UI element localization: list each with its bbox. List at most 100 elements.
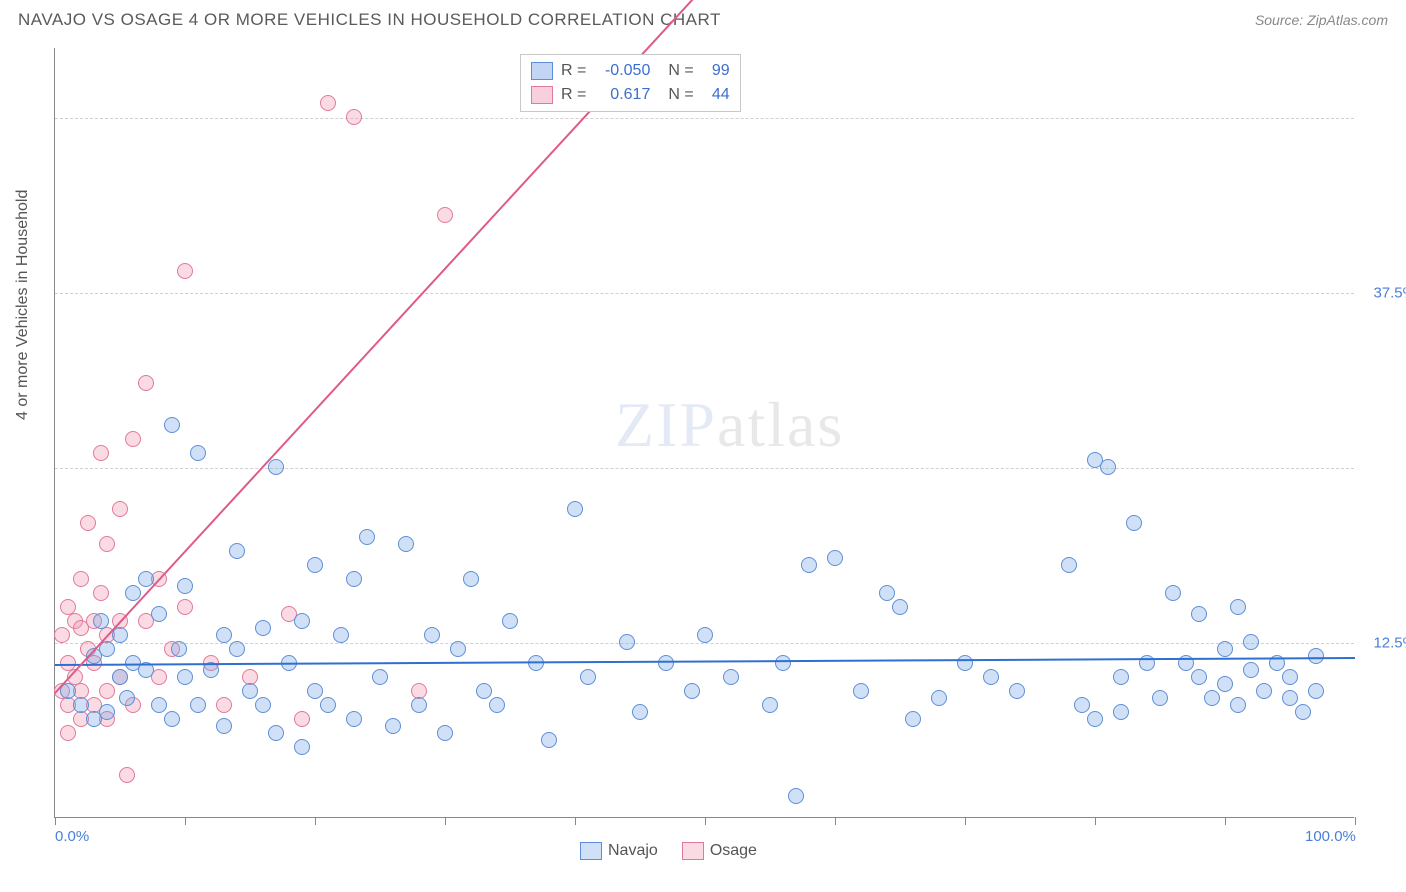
scatter-plot: ZIPatlas 12.5%37.5%0.0%100.0% (54, 48, 1354, 818)
navajo-point (151, 697, 167, 713)
navajo-point (177, 578, 193, 594)
r-label: R = (561, 83, 586, 107)
navajo-point (1165, 585, 1181, 601)
r-value: -0.050 (594, 59, 650, 83)
navajo-point (93, 613, 109, 629)
osage-point (437, 207, 453, 223)
navajo-point (502, 613, 518, 629)
gridline (55, 468, 1354, 469)
navajo-point (1191, 606, 1207, 622)
navajo-point (164, 711, 180, 727)
stats-swatch (531, 86, 553, 104)
watermark: ZIPatlas (615, 388, 844, 462)
navajo-point (892, 599, 908, 615)
osage-point (112, 501, 128, 517)
navajo-point (437, 725, 453, 741)
osage-point (216, 697, 232, 713)
navajo-point (424, 627, 440, 643)
navajo-point (171, 641, 187, 657)
x-tick (1095, 817, 1096, 825)
navajo-point (1308, 683, 1324, 699)
navajo-point (1256, 683, 1272, 699)
n-value: 44 (702, 83, 730, 107)
gridline (55, 293, 1354, 294)
navajo-point (619, 634, 635, 650)
navajo-point (294, 739, 310, 755)
chart-header: NAVAJO VS OSAGE 4 OR MORE VEHICLES IN HO… (0, 0, 1406, 36)
navajo-point (1152, 690, 1168, 706)
osage-point (80, 515, 96, 531)
navajo-point (398, 536, 414, 552)
legend-item-osage: Osage (682, 842, 757, 860)
x-tick-label: 100.0% (1305, 828, 1356, 845)
navajo-point (450, 641, 466, 657)
chart-title: NAVAJO VS OSAGE 4 OR MORE VEHICLES IN HO… (18, 10, 721, 30)
navajo-point (463, 571, 479, 587)
navajo-point (580, 669, 596, 685)
navajo-point (294, 613, 310, 629)
navajo-point (827, 550, 843, 566)
navajo-point (119, 690, 135, 706)
stats-row: R = 0.617 N = 44 (531, 83, 730, 107)
navajo-point (307, 683, 323, 699)
chart-source: Source: ZipAtlas.com (1255, 12, 1388, 28)
navajo-point (320, 697, 336, 713)
y-tick-label: 37.5% (1373, 285, 1406, 302)
source-name: ZipAtlas.com (1307, 12, 1388, 28)
n-label: N = (668, 59, 693, 83)
stats-swatch (531, 62, 553, 80)
navajo-point (1074, 697, 1090, 713)
navajo-point (164, 417, 180, 433)
navajo-point (99, 704, 115, 720)
x-tick (445, 817, 446, 825)
navajo-point (983, 669, 999, 685)
gridline (55, 643, 1354, 644)
navajo-point (723, 669, 739, 685)
x-tick (705, 817, 706, 825)
navajo-point (190, 445, 206, 461)
osage-point (320, 95, 336, 111)
y-axis-label: 4 or more Vehicles in Household (14, 190, 32, 420)
osage-point (346, 109, 362, 125)
osage-point (177, 599, 193, 615)
navajo-point (1113, 704, 1129, 720)
correlation-stats-box: R = -0.050 N = 99R = 0.617 N = 44 (520, 54, 741, 112)
navajo-point (1113, 669, 1129, 685)
osage-point (60, 725, 76, 741)
navajo-point (1087, 711, 1103, 727)
r-value: 0.617 (594, 83, 650, 107)
watermark-zip: ZIP (615, 389, 717, 460)
navajo-point (1009, 683, 1025, 699)
navajo-point (229, 543, 245, 559)
watermark-atlas: atlas (717, 389, 844, 460)
navajo-point (1191, 669, 1207, 685)
navajo-point (268, 459, 284, 475)
navajo-point (177, 669, 193, 685)
source-prefix: Source: (1255, 12, 1307, 28)
x-tick (315, 817, 316, 825)
x-tick (1225, 817, 1226, 825)
y-tick-label: 12.5% (1373, 635, 1406, 652)
navajo-point (1217, 641, 1233, 657)
x-tick (965, 817, 966, 825)
osage-point (54, 627, 70, 643)
osage-point (93, 445, 109, 461)
navajo-point (385, 718, 401, 734)
navajo-point (1100, 459, 1116, 475)
navajo-point (411, 697, 427, 713)
osage-point (99, 683, 115, 699)
osage-point (177, 263, 193, 279)
navajo-point (268, 725, 284, 741)
n-value: 99 (702, 59, 730, 83)
navajo-point (229, 641, 245, 657)
navajo-point (762, 697, 778, 713)
legend: Navajo Osage (580, 842, 757, 860)
n-label: N = (668, 83, 693, 107)
legend-item-navajo: Navajo (580, 842, 658, 860)
x-tick (575, 817, 576, 825)
navajo-point (775, 655, 791, 671)
navajo-point (1282, 690, 1298, 706)
navajo-point (307, 557, 323, 573)
navajo-point (1126, 515, 1142, 531)
x-tick-label: 0.0% (55, 828, 89, 845)
